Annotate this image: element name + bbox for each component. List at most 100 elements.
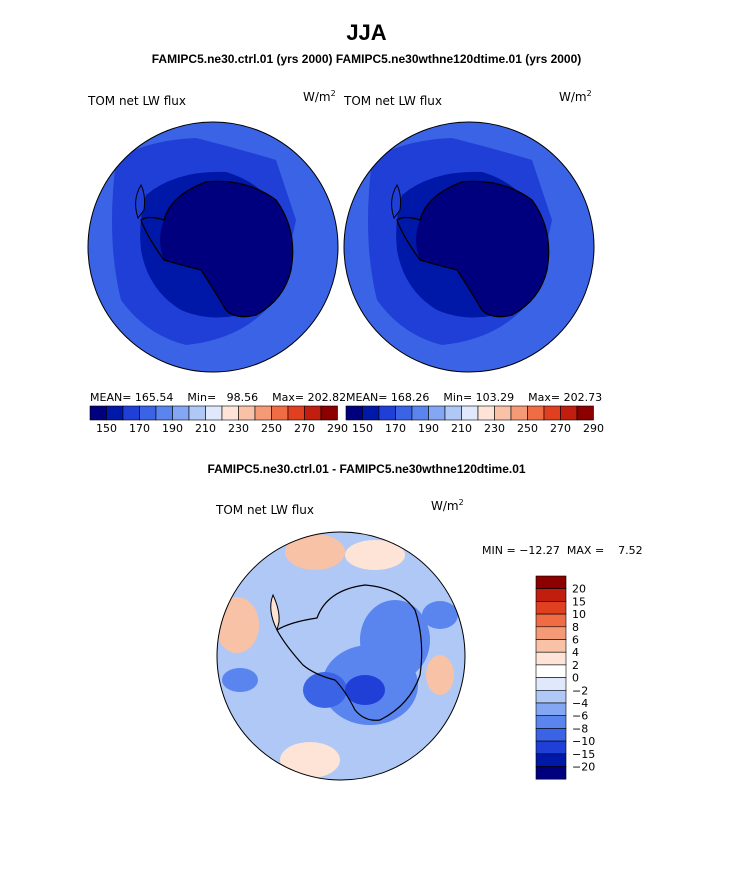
panel1-max-label: Max= bbox=[272, 391, 305, 404]
panel3-colorbar-box bbox=[535, 651, 567, 666]
panel1-colorbar-box bbox=[205, 405, 223, 421]
panel3-cold-patch bbox=[360, 600, 430, 680]
panel3-cold-patch bbox=[345, 675, 385, 705]
panel1-colorbar-box bbox=[106, 405, 124, 421]
panel1-stats: MEAN= 165.54 Min= 98.56 Max= 202.82 bbox=[90, 391, 346, 404]
panel2-colorbar-tick-label: 270 bbox=[550, 422, 571, 435]
panel3-max-label: MAX = bbox=[566, 544, 605, 557]
panel2-peninsula bbox=[391, 183, 402, 220]
panel3-warm-patch bbox=[285, 534, 345, 570]
panel1-peninsula bbox=[135, 183, 146, 220]
panel2-colorbar-box bbox=[527, 405, 545, 421]
panel3-colorbar-box bbox=[535, 575, 567, 589]
panel3-colorbar-tick-label: −20 bbox=[572, 761, 595, 774]
panel3-colorbar-tick-label: −8 bbox=[572, 722, 588, 735]
panel1-colorbar-tick-label: 210 bbox=[195, 422, 216, 435]
panel1-colorbar-box bbox=[172, 405, 190, 421]
panel1-colorbar-box bbox=[320, 405, 338, 421]
panel3-colorbar-box bbox=[535, 613, 567, 628]
panel2-colorbar-tick-label: 170 bbox=[385, 422, 406, 435]
panel3-colorbar-tick-label: 20 bbox=[572, 583, 586, 596]
panel3-colorbar-tick-label: −2 bbox=[572, 684, 588, 697]
panel2-colorbar-box bbox=[494, 405, 512, 421]
panel2-colorbar-box bbox=[411, 405, 429, 421]
figure-subtitle: FAMIPC5.ne30.ctrl.01 (yrs 2000) FAMIPC5.… bbox=[151, 52, 582, 66]
panel2-field-title: TOM net LW flux bbox=[344, 94, 442, 108]
panel1-colorbar-tick-label: 250 bbox=[261, 422, 282, 435]
panel2-colorbar-box bbox=[444, 405, 462, 421]
panel1-units-exp: 2 bbox=[330, 89, 336, 98]
panel3-colorbar-box bbox=[535, 588, 567, 602]
panel1-map-border bbox=[87, 121, 339, 373]
panel3-colorbar-box bbox=[535, 715, 567, 729]
panel2-antarctica-fill bbox=[416, 181, 549, 317]
panel3-field-title: TOM net LW flux bbox=[216, 503, 314, 517]
panel1-colorbar-tick-label: 270 bbox=[294, 422, 315, 435]
panel1-colorbar-box bbox=[89, 405, 107, 421]
panel1-colorbar-box bbox=[155, 405, 173, 421]
panel2-map-border bbox=[343, 121, 595, 373]
panel1-colorbar-box bbox=[122, 405, 140, 421]
panel3-colorbar-tick-label: 8 bbox=[572, 621, 579, 634]
panel1-colorbar-box bbox=[304, 405, 322, 421]
panel2-colorbar-box bbox=[576, 405, 594, 421]
panel3-colorbar-box bbox=[535, 753, 567, 767]
panel3-warm-patch bbox=[217, 597, 259, 653]
panel3-colorbar-tick-label: −15 bbox=[572, 748, 595, 761]
panel1-colorbar-tick-label: 150 bbox=[96, 422, 117, 435]
panel1-units-base: W/m bbox=[303, 90, 331, 104]
panel2-colorbar-tick-label: 150 bbox=[352, 422, 373, 435]
panel3-colorbar-box bbox=[535, 740, 567, 755]
panel3-stats: MIN = −12.27 MAX = 7.52 bbox=[482, 544, 643, 557]
panel1-colorbar-box bbox=[287, 405, 305, 421]
panel1-colorbar-tick-label: 290 bbox=[327, 422, 348, 435]
panel2-colorbar-box bbox=[560, 405, 578, 421]
panel1-field-title: TOM net LW flux bbox=[88, 94, 186, 108]
panel2-units-base: W/m bbox=[559, 90, 587, 104]
panel3-warm-patch bbox=[345, 540, 405, 570]
panel3-colorbar-tick-label: −4 bbox=[572, 697, 588, 710]
panel2-colorbar-box bbox=[428, 405, 446, 421]
panel3-units-base: W/m bbox=[431, 499, 459, 513]
panel3-colorbar-tick-label: 6 bbox=[572, 634, 579, 647]
panel2-colorbar: 150 170 190 210 230 250 270 290 bbox=[345, 405, 604, 435]
panel1-min-value: 98.56 bbox=[226, 391, 259, 404]
panel2-units-exp: 2 bbox=[586, 89, 592, 98]
panel1-colorbar-tick-label: 190 bbox=[162, 422, 183, 435]
panel3-colorbar-tick-label: 15 bbox=[572, 595, 586, 608]
panel2-colorbar-box bbox=[345, 405, 363, 421]
panel3-colorbar-box bbox=[535, 677, 567, 691]
panel2-units: W/m2 bbox=[559, 89, 592, 104]
panel3-units-exp: 2 bbox=[458, 498, 464, 507]
panel2-coastline bbox=[396, 180, 550, 318]
panel3-max-value: 7.52 bbox=[618, 544, 643, 557]
panel2-colorbar-box bbox=[461, 405, 479, 421]
panel1-map bbox=[87, 121, 339, 373]
panel2-colorbar-box bbox=[362, 405, 380, 421]
panel2-mean-label: MEAN= bbox=[346, 391, 388, 404]
panel1-colorbar-tick-label: 170 bbox=[129, 422, 150, 435]
panel1-colorbar: 150 170 190 210 230 250 270 290 bbox=[89, 405, 348, 435]
panel3-units: W/m2 bbox=[431, 498, 464, 513]
panel3-coastline bbox=[276, 584, 423, 721]
panel1-colorbar-box bbox=[271, 405, 289, 421]
panel3-map-border bbox=[216, 531, 466, 781]
panel3-colorbar-box bbox=[535, 639, 567, 653]
panel1-min-label: Min= bbox=[187, 391, 217, 404]
panel1-colorbar-box bbox=[188, 405, 206, 421]
panel3-colorbar-box bbox=[535, 690, 567, 704]
panel3-colorbar-box bbox=[535, 766, 567, 780]
panel3-warm-patch bbox=[426, 655, 454, 695]
panel2-colorbar-box bbox=[477, 405, 495, 421]
panel2-colorbar-box bbox=[395, 405, 413, 421]
panel2-map bbox=[343, 121, 595, 373]
panel2-min-label: Min= bbox=[443, 391, 473, 404]
panel1-colorbar-tick-label: 230 bbox=[228, 422, 249, 435]
difference-title: FAMIPC5.ne30.ctrl.01 - FAMIPC5.ne30wthne… bbox=[207, 462, 526, 476]
panel1-colorbar-box bbox=[139, 405, 157, 421]
panel2-colorbar-tick-label: 210 bbox=[451, 422, 472, 435]
panel3-colorbar-box bbox=[535, 664, 567, 678]
panel2-max-value: 202.73 bbox=[563, 391, 603, 404]
panel3-cold-patch bbox=[422, 601, 458, 629]
